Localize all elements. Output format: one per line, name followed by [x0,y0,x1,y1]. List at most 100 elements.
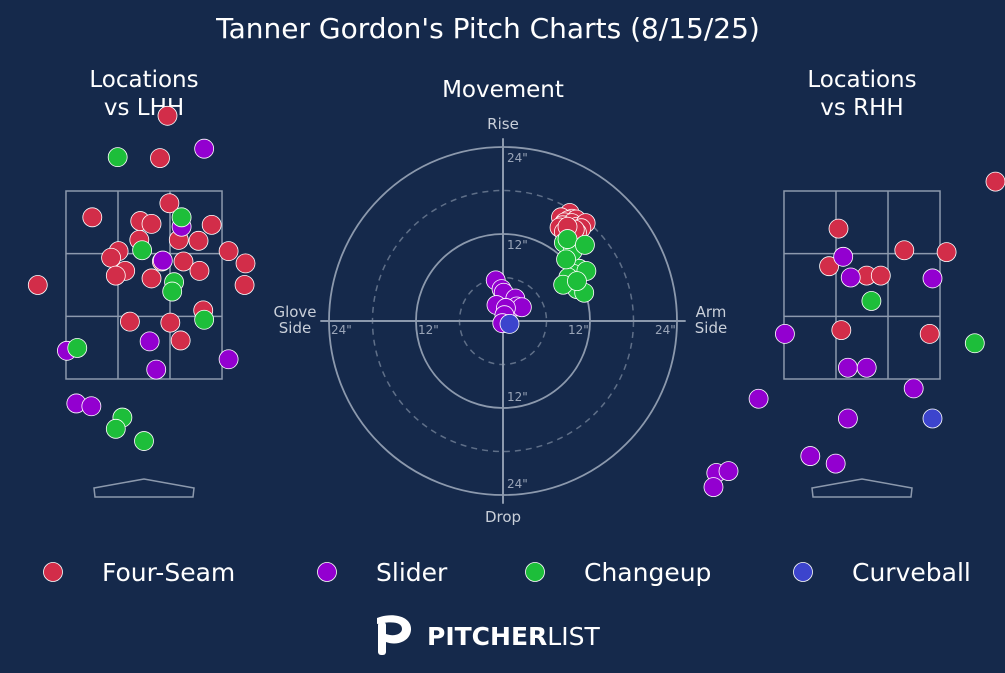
pitch-point-four-seam [894,240,915,261]
pitch-point-slider [825,453,846,474]
pitch-point-four-seam [173,251,194,272]
pitch-point-four-seam [218,241,239,262]
strike-zone-box [65,190,223,380]
pitch-point-four-seam [936,242,957,263]
pitch-point-slider [748,388,769,409]
pitch-point-curveball [922,408,943,429]
pitch-point-four-seam [235,253,256,274]
rhh-location-points [703,171,1005,498]
lhh-home-plate [93,478,195,498]
pitch-point-four-seam [985,171,1005,192]
pitch-point-four-seam [828,218,849,239]
movement-panel-title: Movement [442,77,564,103]
pitch-point-changeup [105,418,126,439]
movement-point-changeup [557,229,578,249]
legend-label: Slider [376,558,448,587]
legend-label: Changeup [584,558,711,587]
pitch-point-slider [194,138,215,159]
movement-ring-label: 12" [418,323,439,337]
pitch-point-four-seam [27,275,48,295]
rhh-home-plate [811,478,913,498]
movement-ring-label: 12" [507,238,528,252]
text-line: Glove [273,303,316,321]
pitch-point-four-seam [119,311,140,332]
pitch-point-four-seam [170,330,191,351]
pitch-point-four-seam [188,230,209,251]
pitcherlist-logo: PITCHERLIST [377,615,600,655]
pitch-point-slider [139,331,160,352]
legend: Four-Seam Slider Changeup Curveball [43,558,971,587]
pitch-point-slider [81,396,102,417]
pitch-point-four-seam [831,320,852,341]
text-line: Side [695,319,727,337]
pitch-point-slider [800,446,821,466]
pitcherlist-logo-light: LIST [547,622,600,651]
pitch-point-four-seam [160,312,181,333]
pitcherlist-logo-icon [377,615,412,655]
pitch-point-changeup [171,207,192,228]
movement-ring-label: 24" [331,323,352,337]
legend-marker [525,562,545,582]
pitch-point-four-seam [189,260,210,281]
pitch-point-four-seam [141,213,162,234]
pitch-point-four-seam [201,214,222,235]
movement-ring-label: 24" [507,477,528,491]
pitch-point-changeup [964,333,985,354]
pitch-point-changeup [132,240,153,261]
text-line: Side [279,319,311,337]
pitch-point-slider [218,349,239,370]
movement-ring-label: 24" [655,323,676,337]
pitch-point-slider [703,477,724,498]
movement-ring-label: 12" [568,323,589,337]
text-line: Locations [89,67,198,93]
pitch-point-changeup [134,431,154,451]
pitch-point-four-seam [919,323,940,344]
legend-marker [317,562,337,582]
pitch-point-slider [856,357,877,378]
pitch-point-four-seam [870,265,891,286]
lhh-panel-title: Locations vs LHH [89,67,198,121]
strike-zone-box [783,190,941,380]
pitch-point-changeup [67,338,88,358]
legend-item-changeup: Changeup [525,558,711,587]
text-line: Arm [696,303,727,321]
pitch-point-slider [840,267,861,288]
movement-point-changeup [556,249,576,270]
movement-points [485,203,597,334]
pitch-point-slider [922,268,943,289]
legend-marker [43,562,63,582]
text-line: Locations [807,67,916,93]
movement-ring-label: 12" [507,390,528,404]
movement-point-curveball [499,313,520,334]
pitch-point-four-seam [150,148,170,169]
movement-ring-tick-labels: 24" 12" 12" 24" 24" 12" 12" 24" [331,151,676,491]
pitch-point-changeup [107,147,128,168]
pitch-point-slider [775,323,795,344]
pitch-point-four-seam [82,207,103,228]
movement-axis-bottom-label: Drop [485,508,521,526]
movement-axis-right-label: Arm Side [695,303,727,337]
rhh-panel-title: Locations vs RHH [807,67,916,121]
home-plate-outline [811,478,913,498]
pitch-point-slider [838,357,858,378]
movement-point-changeup [567,271,587,292]
pitch-point-slider [833,246,854,267]
movement-point-changeup [575,234,595,255]
text-line: vs RHH [820,95,903,121]
legend-item-slider: Slider [317,558,448,587]
rhh-strike-zone [783,190,941,380]
pitch-point-four-seam [819,256,839,277]
pitch-point-four-seam [234,275,255,295]
lhh-strike-zone [65,190,223,380]
legend-label: Four-Seam [102,558,235,587]
movement-axis-left-label: Glove Side [273,303,316,337]
legend-item-four-seam: Four-Seam [43,558,235,587]
pitch-point-four-seam [141,268,162,289]
pitch-point-slider [838,408,858,429]
legend-label: Curveball [852,558,971,587]
legend-marker [793,562,813,582]
pitch-point-changeup [194,309,215,330]
pitch-point-slider [903,378,924,399]
pitch-point-slider [718,461,739,482]
legend-item-curveball: Curveball [793,558,971,587]
